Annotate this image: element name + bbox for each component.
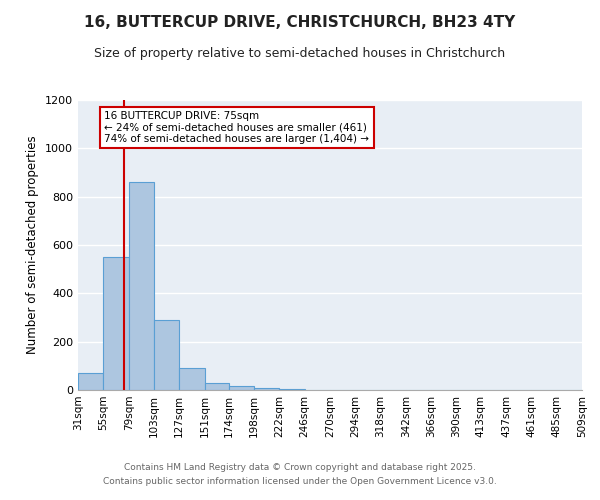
Bar [205,383,229,390]
Text: Contains public sector information licensed under the Open Government Licence v3: Contains public sector information licen… [103,477,497,486]
Bar [229,386,254,390]
Bar [128,182,154,390]
Bar [78,373,103,390]
Text: Contains HM Land Registry data © Crown copyright and database right 2025.: Contains HM Land Registry data © Crown c… [124,464,476,472]
Y-axis label: Number of semi-detached properties: Number of semi-detached properties [26,136,40,354]
Bar [254,388,280,390]
Bar [103,257,128,390]
Bar [280,389,305,390]
Text: 16, BUTTERCUP DRIVE, CHRISTCHURCH, BH23 4TY: 16, BUTTERCUP DRIVE, CHRISTCHURCH, BH23 … [85,15,515,30]
Text: Size of property relative to semi-detached houses in Christchurch: Size of property relative to semi-detach… [94,48,506,60]
Bar [154,320,179,390]
Bar [179,368,205,390]
Text: 16 BUTTERCUP DRIVE: 75sqm
← 24% of semi-detached houses are smaller (461)
74% of: 16 BUTTERCUP DRIVE: 75sqm ← 24% of semi-… [104,111,370,144]
